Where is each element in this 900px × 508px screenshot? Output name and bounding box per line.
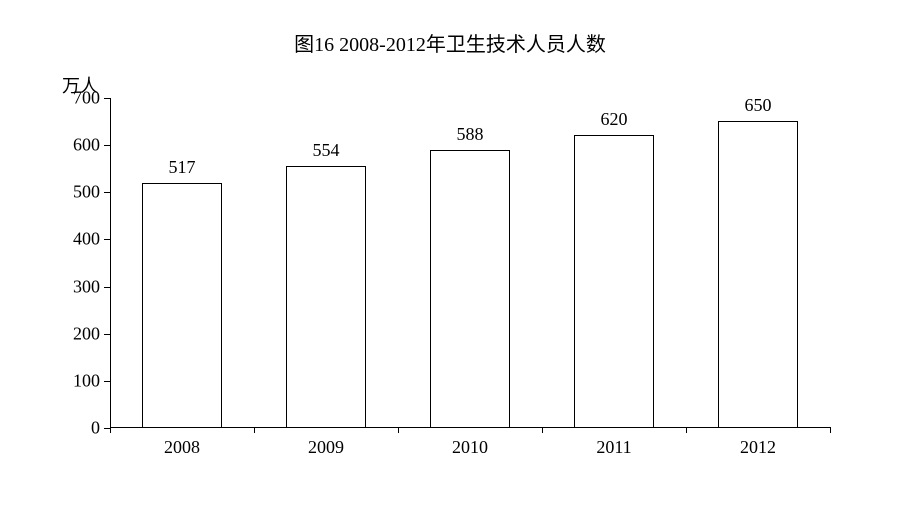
bar-value-label: 588 [456, 124, 483, 145]
chart-container: 图16 2008-2012年卫生技术人员人数 万人 01002003004005… [0, 0, 900, 508]
y-tick-label: 0 [91, 418, 100, 439]
x-tick [542, 427, 543, 433]
bar-value-label: 517 [168, 157, 195, 178]
x-tick-label: 2012 [740, 437, 776, 458]
y-axis-line [110, 98, 111, 427]
bar: 554 [286, 166, 365, 427]
x-tick-label: 2008 [164, 437, 200, 458]
y-tick [104, 145, 110, 146]
x-tick [110, 427, 111, 433]
y-tick [104, 287, 110, 288]
x-tick-label: 2010 [452, 437, 488, 458]
y-tick [104, 381, 110, 382]
y-tick-label: 400 [73, 229, 100, 250]
bar-value-label: 650 [744, 95, 771, 116]
chart-title: 图16 2008-2012年卫生技术人员人数 [0, 28, 900, 57]
x-tick [398, 427, 399, 433]
x-tick-label: 2011 [596, 437, 631, 458]
x-tick [254, 427, 255, 433]
bar: 620 [574, 135, 653, 427]
bar-value-label: 620 [600, 109, 627, 130]
y-tick-label: 600 [73, 135, 100, 156]
y-tick [104, 98, 110, 99]
bar: 517 [142, 183, 221, 427]
y-tick-label: 300 [73, 276, 100, 297]
x-tick-label: 2009 [308, 437, 344, 458]
bar: 588 [430, 150, 509, 427]
y-tick-label: 500 [73, 182, 100, 203]
y-tick-label: 700 [73, 88, 100, 109]
x-tick [686, 427, 687, 433]
bar: 650 [718, 121, 797, 427]
y-tick [104, 239, 110, 240]
y-tick-label: 200 [73, 323, 100, 344]
y-tick [104, 334, 110, 335]
bar-value-label: 554 [312, 140, 339, 161]
plot-area: 0100200300400500600700517200855420095882… [110, 98, 830, 428]
y-tick [104, 192, 110, 193]
y-tick-label: 100 [73, 370, 100, 391]
x-tick [830, 427, 831, 433]
